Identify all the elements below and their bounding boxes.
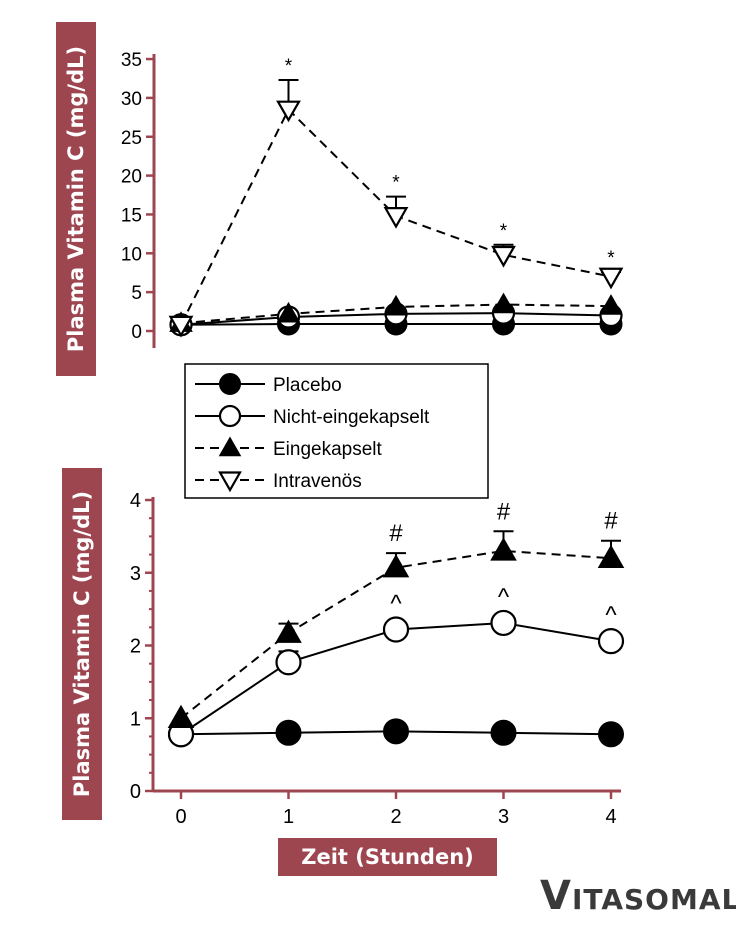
xlabel-box: Zeit (Stunden) [278,838,497,876]
bottom-x-tick-label: 2 [390,806,401,828]
bottom-y-tick-label: 3 [130,563,141,585]
bottom-point-eingekapselt [490,537,517,561]
legend-marker-placebo [219,373,241,395]
legend-entry-intraven-s: Intravenös [273,471,362,492]
bottom-point-placebo [383,718,409,745]
top-y-tick-label: 15 [121,205,142,226]
brand-logo-initial: V [540,873,572,919]
bottom-point-placebo [490,719,517,746]
bottom-point-placebo [275,719,302,746]
bottom-point-eingekapselt [275,619,302,643]
bottom-y-tick-label: 0 [130,781,141,803]
top-y-tick-label: 30 [121,89,142,110]
top-y-tick-label: 20 [121,167,142,188]
bottom-x-tick-label: 4 [605,806,616,828]
top-point-intraven-s [383,207,409,229]
legend-entry-eingekapselt: Eingekapselt [273,439,383,460]
bottom-annotation: # [497,498,511,525]
bottom-annotation: ^ [605,602,617,629]
bottom-point-eingekapselt [382,554,410,578]
top-point-eingekapselt [276,301,301,323]
bottom-y-tick-label: 2 [130,636,141,658]
bottom-point-nicht-eingekapselt [275,649,302,676]
bottom-point-nicht-eingekapselt [382,616,410,643]
top-point-eingekapselt [491,292,516,314]
legend-marker-nicht-eingekapselt [218,404,242,428]
legend-entry-nicht-eingekapselt: Nicht-eingekapselt [273,407,430,428]
x-axis-label: Zeit (Stunden) [301,845,474,869]
bottom-point-nicht-eingekapselt [597,628,625,655]
top-y-tick-label: 10 [121,244,142,265]
bottom-annotation: ^ [390,590,402,617]
top-annotation: * [285,56,293,77]
bottom-annotation: ^ [498,584,510,611]
top-point-intraven-s [598,267,624,290]
top-point-eingekapselt [384,294,408,316]
legend-entry-placebo: Placebo [273,375,342,396]
bottom-x-tick-label: 0 [175,806,186,828]
bottom-point-placebo [598,721,624,748]
bottom-point-eingekapselt [167,704,195,728]
bottom-y-tick-label: 1 [130,708,141,730]
bottom-annotation: # [604,508,618,535]
legend-marker-eingekapselt [218,436,242,457]
top-point-intraven-s [168,315,194,338]
top-ylabel: Plasma Vitamin C (mg/dL) [64,45,89,353]
top-point-eingekapselt [599,294,623,315]
bottom-ylabel: Plasma Vitamin C (mg/dL) [70,490,95,798]
top-annotation: * [500,221,508,242]
top-y-tick-label: 0 [131,322,142,343]
top-y-tick-label: 25 [121,128,142,149]
bottom-x-tick-label: 3 [498,806,509,828]
top-point-intraven-s [276,100,301,123]
top-ylabel-box: Plasma Vitamin C (mg/dL) [56,22,96,376]
top-annotation: * [392,173,400,194]
legend-marker-intraven-s [218,471,242,493]
top-y-tick-label: 5 [131,283,142,304]
top-point-intraven-s [491,245,516,268]
bottom-y-tick-label: 4 [130,490,141,512]
bottom-point-nicht-eingekapselt [490,609,517,637]
bottom-ylabel-box: Plasma Vitamin C (mg/dL) [62,468,102,820]
top-y-tick-label: 35 [121,50,142,71]
brand-logo: VITASOMAL [540,873,736,919]
top-annotation: * [607,248,615,269]
bottom-point-eingekapselt [597,544,625,568]
bottom-annotation: # [389,520,403,547]
bottom-x-tick-label: 1 [283,806,294,828]
brand-logo-rest: ITASOMAL [571,883,736,916]
